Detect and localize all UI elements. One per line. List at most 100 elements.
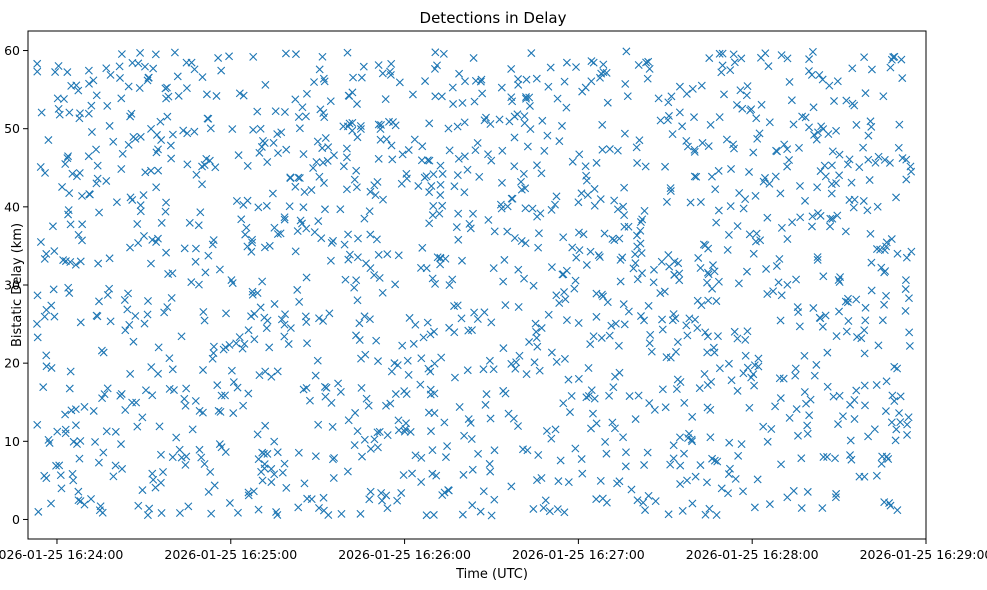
data-point (587, 386, 596, 395)
data-point (375, 427, 384, 436)
data-point (328, 422, 337, 431)
data-point (682, 136, 691, 145)
data-point (249, 125, 258, 134)
data-point (466, 224, 475, 233)
data-point (874, 341, 883, 350)
data-point (340, 240, 349, 249)
data-point (592, 495, 601, 504)
data-point (85, 190, 94, 199)
data-point (682, 321, 691, 330)
data-point (75, 454, 84, 463)
data-point (795, 143, 803, 152)
data-point (663, 116, 672, 124)
data-point (157, 218, 166, 227)
data-point (192, 170, 201, 179)
data-point (880, 268, 889, 277)
data-point (669, 310, 678, 319)
data-point (642, 58, 651, 67)
data-point (438, 201, 447, 210)
data-point (725, 438, 734, 447)
data-point (710, 456, 719, 465)
data-point (444, 124, 453, 133)
data-point (378, 69, 387, 78)
data-point (602, 68, 611, 77)
data-point (843, 294, 852, 303)
data-point (391, 390, 400, 399)
data-point (610, 236, 619, 245)
data-point (126, 193, 135, 202)
data-point (584, 364, 593, 372)
data-point (429, 510, 438, 519)
data-point (803, 429, 812, 438)
data-point (752, 114, 761, 123)
data-point (467, 326, 476, 335)
data-point (696, 264, 705, 273)
data-point (209, 236, 218, 245)
data-point (831, 454, 840, 463)
data-point (50, 247, 59, 256)
data-point (805, 55, 814, 64)
data-point (411, 320, 420, 329)
data-point (907, 247, 916, 256)
data-point (40, 471, 49, 480)
data-point (750, 503, 759, 512)
data-point (723, 245, 732, 254)
data-point (896, 392, 905, 401)
data-point (599, 68, 608, 77)
data-point (54, 62, 63, 71)
data-point (796, 213, 805, 222)
data-point (816, 211, 825, 220)
data-point (528, 204, 537, 213)
data-point (776, 189, 785, 198)
data-point (579, 230, 588, 239)
data-point (314, 420, 323, 429)
data-point (123, 305, 132, 314)
data-point (355, 336, 364, 344)
data-point (204, 114, 213, 123)
data-point (215, 440, 224, 449)
data-point (198, 180, 207, 189)
data-point (631, 415, 640, 424)
data-point (336, 205, 345, 214)
data-point (705, 504, 714, 513)
data-point (327, 398, 336, 407)
data-point (597, 333, 606, 342)
data-point (530, 358, 539, 367)
data-point (789, 486, 798, 495)
data-point (749, 370, 758, 379)
data-point (852, 386, 861, 395)
data-point (574, 228, 583, 237)
data-point (749, 249, 758, 258)
data-point (701, 241, 710, 250)
data-point (459, 470, 468, 479)
data-point (603, 298, 612, 307)
data-point (867, 65, 876, 74)
data-point (102, 176, 111, 185)
data-point (170, 48, 179, 57)
data-point (624, 307, 633, 316)
data-point (167, 293, 176, 302)
data-point (827, 161, 836, 170)
data-point (470, 308, 479, 317)
data-point (800, 388, 809, 396)
data-point (828, 147, 837, 156)
data-point (529, 281, 538, 290)
data-point (539, 503, 548, 512)
x-tick-label: 2026-01-25 16:28:00 (686, 547, 819, 562)
data-point (792, 275, 801, 284)
data-point (374, 357, 382, 366)
data-point (507, 93, 516, 102)
data-point (590, 184, 599, 193)
data-point (351, 408, 360, 417)
data-point (431, 279, 440, 288)
data-point (717, 68, 726, 77)
data-point (640, 206, 649, 215)
data-point (64, 210, 73, 219)
data-point (168, 453, 177, 462)
data-point (36, 162, 45, 171)
data-point (417, 477, 426, 486)
data-point (61, 160, 70, 169)
data-point (738, 104, 747, 113)
data-point (769, 287, 778, 296)
data-point (458, 256, 466, 265)
